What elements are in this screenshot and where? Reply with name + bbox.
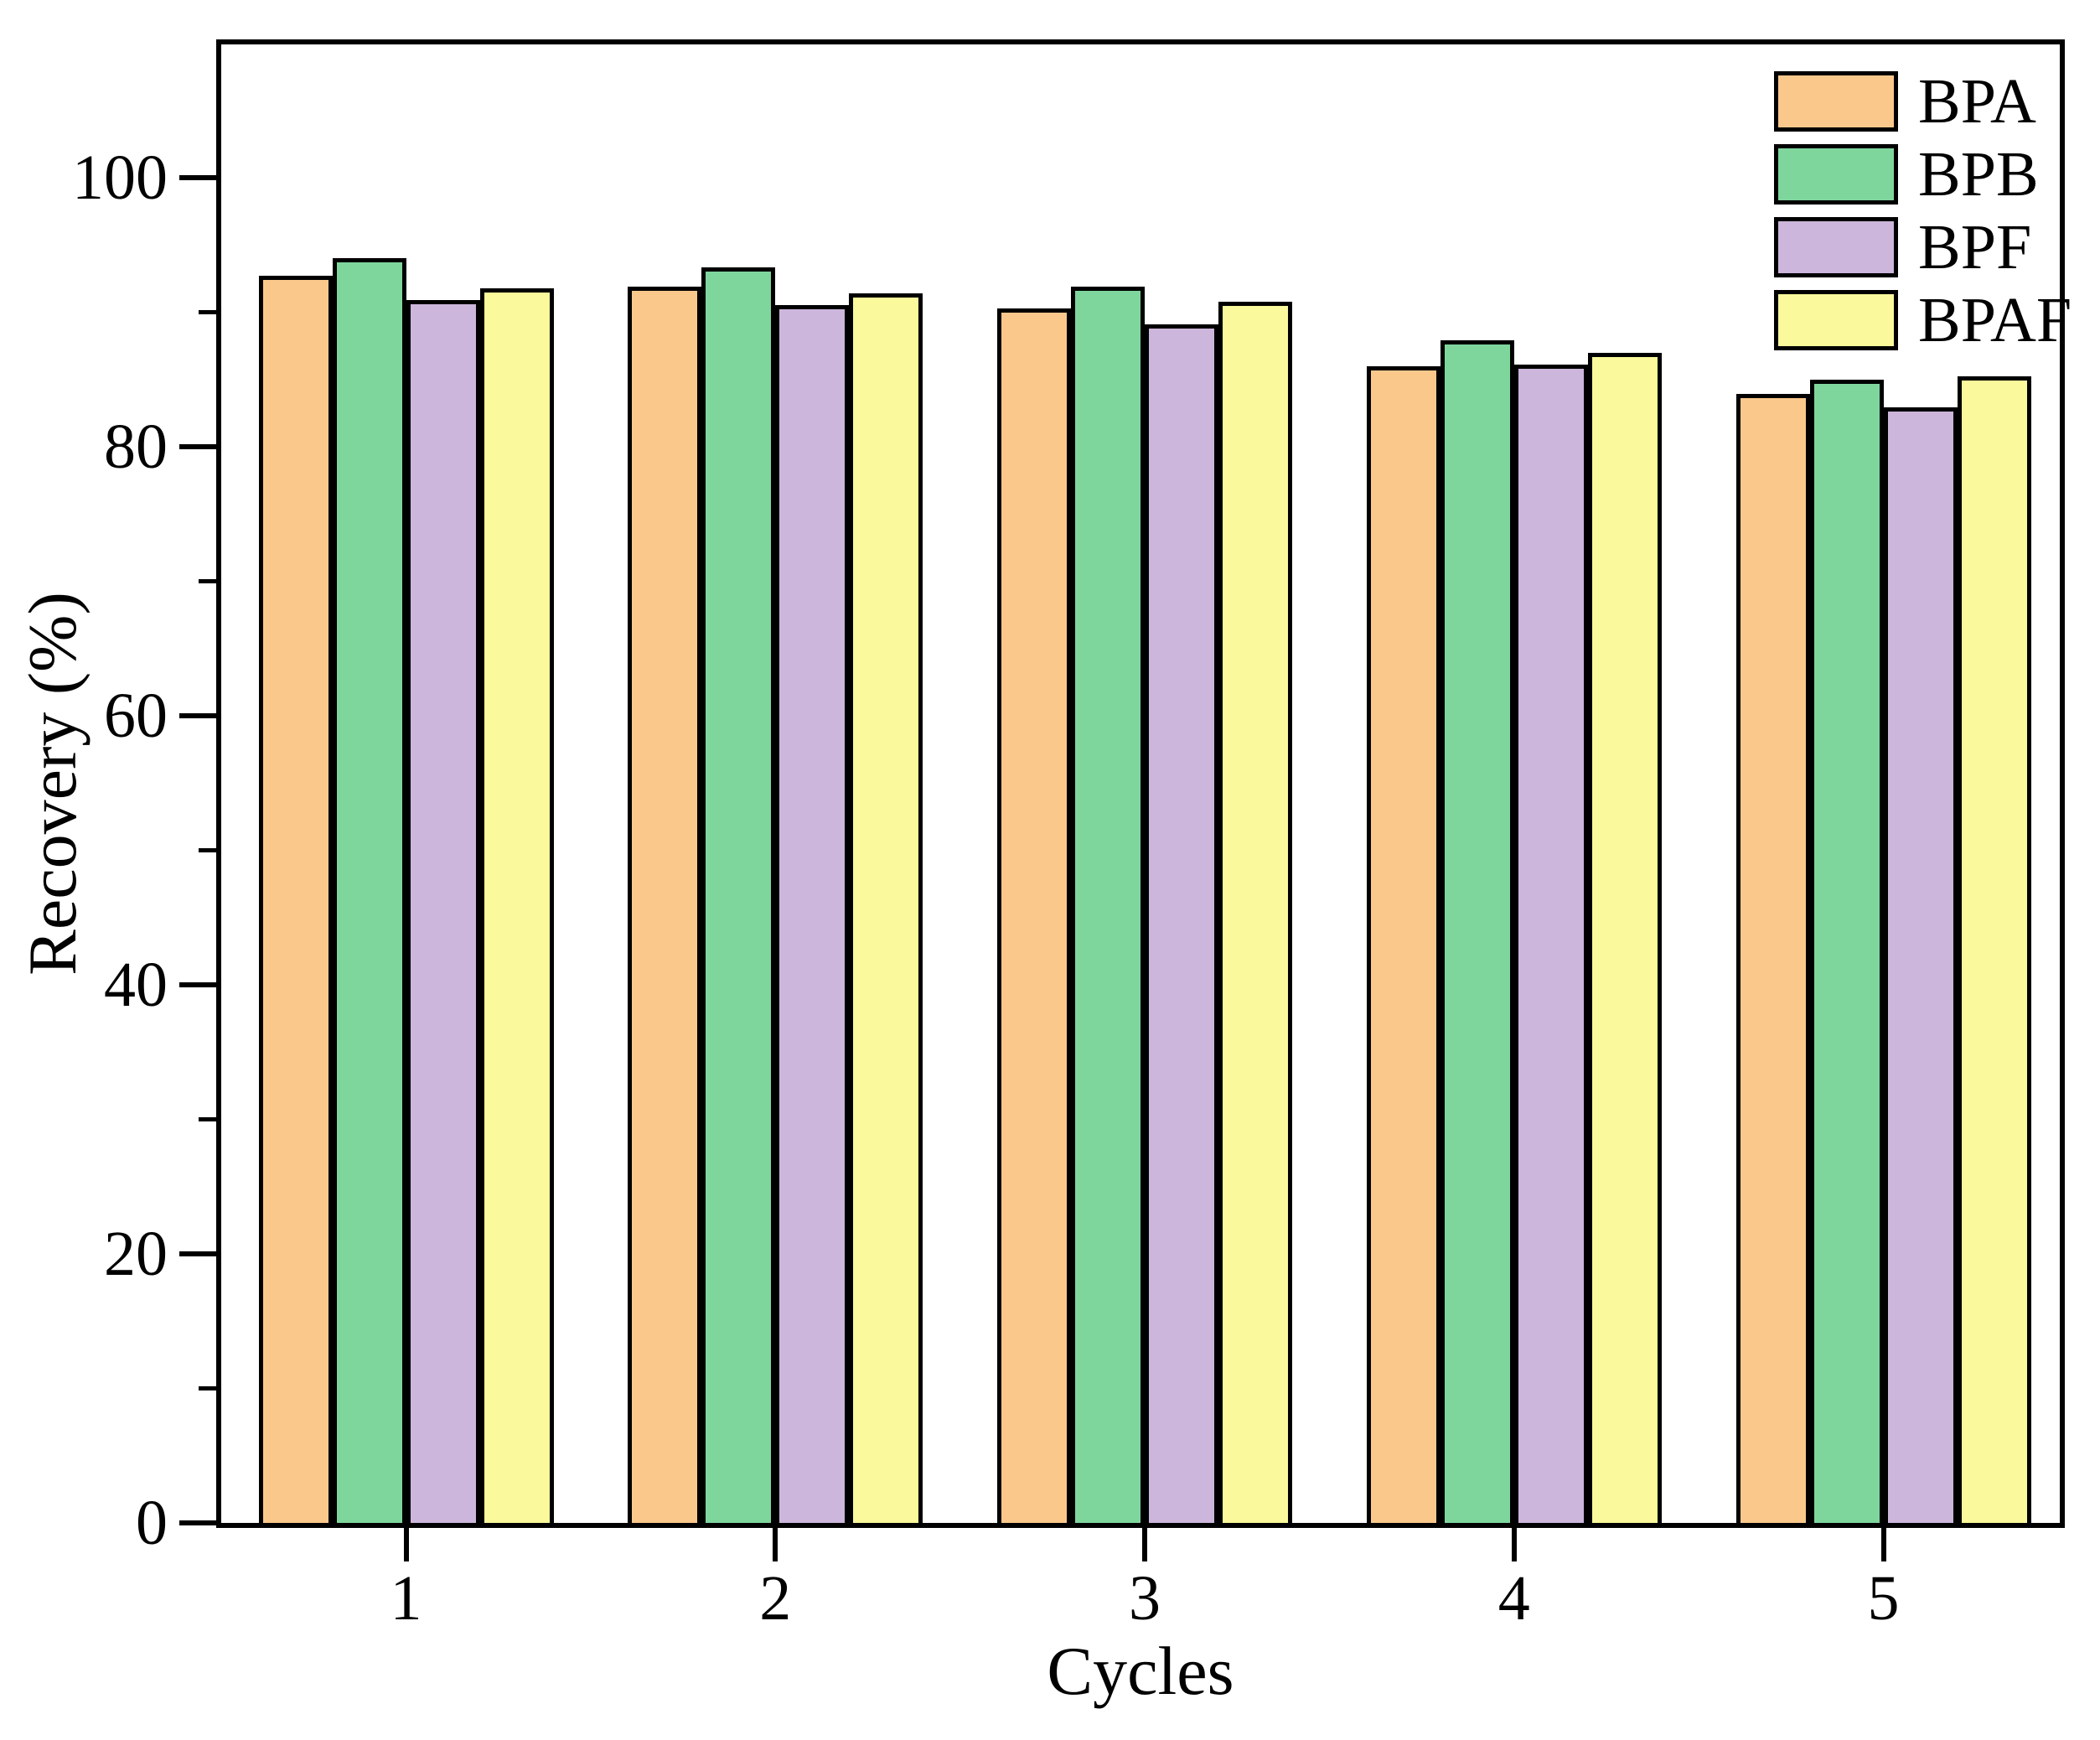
y-tick-label: 40 — [104, 949, 168, 1020]
legend-item-bpaf: BPAF — [1774, 288, 2072, 352]
y-tick-label: 20 — [104, 1218, 168, 1289]
y-minor-tick — [199, 1116, 216, 1121]
bar-bpf-cycle-1 — [406, 299, 480, 1523]
x-tick-label: 3 — [1129, 1563, 1161, 1634]
legend-item-bpa: BPA — [1774, 70, 2072, 133]
x-tick-label: 4 — [1497, 1563, 1530, 1634]
bar-bpb-cycle-5 — [1809, 379, 1884, 1523]
x-major-tick — [403, 1528, 409, 1561]
legend-label: BPA — [1918, 66, 2036, 137]
bar-bpa-cycle-4 — [1366, 365, 1441, 1523]
y-major-tick — [179, 981, 216, 987]
legend-swatch-bpb — [1774, 144, 1898, 205]
x-major-tick — [773, 1528, 778, 1561]
bar-bpaf-cycle-2 — [849, 293, 923, 1523]
y-minor-tick — [199, 309, 216, 314]
y-major-tick — [179, 174, 216, 180]
plot-area: BPA BPB BPF BPAF 0 20 40 60 80 100 1 2 3 4 5 — [72, 39, 2072, 1630]
y-tick-label: 100 — [72, 142, 168, 213]
legend-label: BPF — [1918, 212, 2032, 282]
bar-bpa-cycle-3 — [997, 308, 1071, 1523]
bar-bpf-cycle-2 — [775, 305, 850, 1523]
x-tick-label: 5 — [1867, 1563, 1900, 1634]
x-major-tick — [1880, 1528, 1886, 1561]
bar-bpf-cycle-3 — [1145, 324, 1218, 1523]
x-axis-title: Cycles — [1047, 1633, 1234, 1709]
bar-bpb-cycle-4 — [1440, 340, 1514, 1523]
bar-bpaf-cycle-4 — [1587, 352, 1662, 1523]
x-major-tick — [1511, 1528, 1517, 1561]
y-major-tick — [179, 1251, 216, 1256]
y-major-tick — [179, 1520, 216, 1525]
y-minor-tick — [199, 847, 216, 852]
legend-label: BPAF — [1918, 285, 2072, 355]
y-major-tick — [179, 443, 216, 449]
bar-bpb-cycle-3 — [1071, 286, 1145, 1523]
bar-bpa-cycle-1 — [258, 276, 333, 1523]
legend-swatch-bpa — [1774, 71, 1898, 132]
legend-item-bpb: BPB — [1774, 142, 2072, 206]
bar-bpb-cycle-1 — [332, 258, 406, 1523]
y-tick-label: 60 — [104, 680, 168, 751]
x-tick-label: 1 — [390, 1563, 422, 1634]
bar-bpa-cycle-5 — [1735, 394, 1810, 1523]
bar-bpa-cycle-2 — [628, 286, 702, 1523]
legend: BPA BPB BPF BPAF — [1774, 70, 2072, 361]
x-major-tick — [1142, 1528, 1147, 1561]
bar-bpf-cycle-5 — [1883, 407, 1958, 1523]
y-minor-tick — [199, 578, 216, 583]
y-tick-label: 0 — [136, 1488, 168, 1558]
legend-swatch-bpaf — [1774, 290, 1898, 350]
bar-bpaf-cycle-1 — [479, 287, 554, 1523]
bar-bpaf-cycle-3 — [1218, 301, 1292, 1523]
bar-bpaf-cycle-5 — [1957, 376, 2031, 1523]
bar-bpf-cycle-4 — [1513, 365, 1588, 1523]
legend-item-bpf: BPF — [1774, 215, 2072, 279]
legend-label: BPB — [1918, 139, 2039, 210]
y-minor-tick — [199, 1385, 216, 1390]
x-tick-label: 2 — [759, 1563, 792, 1634]
legend-swatch-bpf — [1774, 217, 1898, 277]
y-tick-label: 80 — [104, 411, 168, 482]
bar-bpb-cycle-2 — [701, 267, 776, 1523]
y-major-tick — [179, 712, 216, 718]
